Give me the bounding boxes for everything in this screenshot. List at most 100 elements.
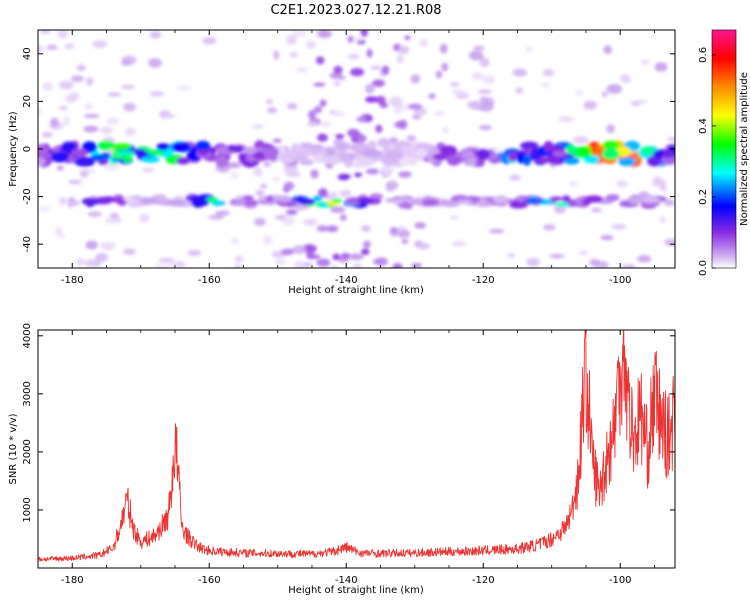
heatmap-cell (231, 145, 245, 153)
y-tick-label: 4000 (22, 323, 33, 348)
heatmap-cell (620, 74, 631, 84)
heatmap-cell (167, 199, 185, 207)
heatmap-cell (76, 64, 86, 72)
heatmap-cell (630, 100, 641, 107)
heatmap-cell (478, 101, 494, 112)
heatmap-cell (407, 103, 423, 110)
heatmap-cell (205, 197, 219, 203)
heatmap-cell (114, 194, 124, 201)
heatmap-cell (156, 198, 168, 204)
heatmap-cell (446, 155, 461, 166)
heatmap-cell (625, 263, 636, 268)
heatmap-cell (76, 258, 85, 266)
heatmap-cell (142, 167, 155, 173)
heatmap-cell (642, 197, 661, 203)
heatmap-cell (299, 142, 313, 147)
heatmap-cell (107, 92, 122, 97)
heatmap-cell (84, 103, 93, 110)
heatmap-cell (327, 191, 339, 197)
heatmap-cell (306, 251, 315, 260)
heatmap-cell (398, 171, 412, 178)
heatmap-cell (175, 157, 191, 165)
heatmap-cell (292, 245, 306, 255)
colorbar-tick-label: 0.4 (698, 118, 709, 134)
heatmap-cell (123, 102, 136, 112)
heatmap-cell (350, 67, 364, 77)
heatmap-cell (326, 225, 339, 233)
heatmap-cell (84, 259, 99, 268)
heatmap-cell (456, 199, 473, 205)
heatmap-cell (255, 189, 265, 196)
heatmap-cell (103, 162, 120, 172)
colorbar-label: Normalized spectral amplitude (739, 72, 750, 226)
heatmap-cell (308, 109, 317, 120)
colorbar-gradient (712, 30, 736, 268)
heatmap-cell (600, 235, 614, 241)
heatmap-cell (58, 105, 68, 111)
heatmap-cell (333, 65, 343, 74)
colorbar-frame (711, 29, 737, 269)
heatmap-cell (146, 149, 165, 156)
heatmap-cell (267, 107, 278, 114)
heatmap-cell (370, 65, 382, 70)
heatmap-cell (253, 218, 266, 226)
heatmap-cell (603, 45, 613, 55)
heatmap-cell (433, 111, 445, 117)
heatmap-cell (636, 254, 652, 263)
heatmap-cell (492, 197, 509, 204)
heatmap-cell (202, 37, 217, 45)
heatmap-cell (372, 79, 385, 87)
heatmap-cell (59, 197, 67, 205)
heatmap-cell (467, 100, 483, 110)
heatmap-cell (285, 34, 297, 45)
heatmap-cell (404, 35, 411, 41)
heatmap-cell (439, 145, 458, 157)
heatmap-cell (524, 198, 544, 204)
heatmap-cell (109, 215, 122, 224)
heatmap-cell (659, 216, 666, 224)
heatmap-cell (435, 70, 443, 79)
heatmap-cell (475, 201, 493, 208)
heatmap-cell (95, 252, 109, 262)
heatmap-cell (71, 148, 88, 157)
heatmap-cell (85, 240, 99, 250)
heatmap-cell (316, 224, 329, 232)
heatmap-cell (293, 260, 306, 268)
heatmap-cell (50, 117, 59, 128)
heatmap-cell (319, 99, 327, 107)
heatmap-cell (321, 121, 332, 128)
heatmap-cell (121, 85, 135, 90)
heatmap-cell (65, 94, 77, 103)
heatmap-cell (121, 58, 133, 66)
heatmap-cell (289, 148, 299, 161)
heatmap-cell (40, 30, 51, 34)
heatmap-cell (285, 170, 301, 178)
heatmap-cell (339, 213, 347, 221)
heatmap-cell (354, 172, 363, 178)
heatmap-cell (394, 121, 406, 129)
heatmap-cell (230, 171, 239, 179)
colorbar-tick-label: 0.0 (698, 260, 709, 276)
spectrogram-panel: -180 -160 -140 -120 -100 -40 -20 0 20 40 Height o… (8, 29, 676, 296)
heatmap-cell (81, 197, 101, 206)
heatmap-cell (283, 181, 295, 191)
y-tick-label: 40 (22, 47, 33, 60)
heatmap-cell (526, 257, 541, 267)
heatmap-cell (340, 252, 350, 260)
heatmap-cell (558, 116, 574, 123)
heatmap-cell (104, 217, 111, 224)
heatmap-cell (276, 195, 292, 203)
heatmap-cell (104, 196, 113, 201)
heatmap-cell (38, 151, 49, 159)
heatmap-cell (601, 148, 620, 160)
heatmap-cell (381, 65, 390, 75)
snr-series-line (38, 330, 675, 562)
heatmap-cell (149, 91, 165, 97)
heatmap-cell (353, 142, 367, 154)
heatmap-cell (347, 35, 354, 43)
heatmap-cell (561, 195, 571, 203)
heatmap-cell (661, 155, 675, 165)
heatmap-cell (388, 96, 403, 107)
bottom-axis-ticks: -180 -160 -140 -120 -100 1000 2000 3000 4000 (22, 323, 675, 586)
